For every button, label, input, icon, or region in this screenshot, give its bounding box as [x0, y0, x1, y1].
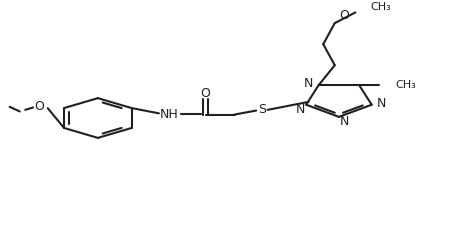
Text: N: N [377, 97, 387, 110]
Text: CH₃: CH₃ [395, 80, 416, 90]
Text: N: N [340, 115, 349, 128]
Text: NH: NH [160, 108, 178, 121]
Text: CH₃: CH₃ [371, 1, 391, 12]
Text: N: N [296, 103, 305, 116]
Text: O: O [201, 87, 210, 100]
Text: O: O [35, 100, 44, 113]
Text: O: O [339, 9, 349, 22]
Text: S: S [258, 103, 266, 116]
Text: N: N [304, 77, 313, 90]
